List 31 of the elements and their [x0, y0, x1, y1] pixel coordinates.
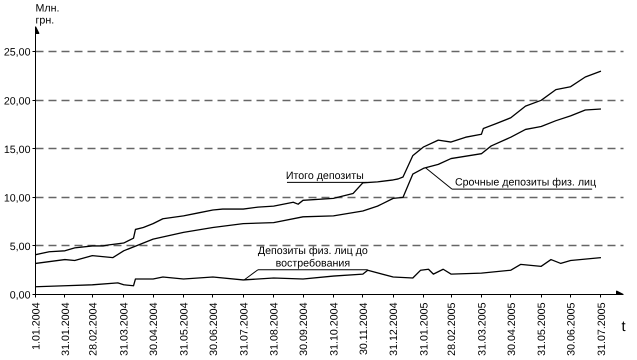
x-tick-label: 31.12.2004	[388, 302, 400, 356]
y-tick-label: 25,00	[4, 46, 31, 59]
x-axis-title: t	[621, 318, 626, 335]
x-tick-label: 30.04.2005	[506, 302, 518, 356]
x-tick-label: 31.07.2005	[596, 302, 608, 356]
series-label: Депозиты физ. лиц до востребования	[258, 245, 368, 270]
y-tick-label: 15,00	[4, 144, 31, 156]
y-tick-label: 20,00	[4, 95, 31, 108]
y-tick-label: 0,00	[10, 290, 31, 302]
x-tick-label: 31.10.2004	[328, 302, 340, 356]
x-tick-label: 30.04.2004	[148, 302, 160, 356]
x-tick-label: 31.03.2004	[118, 302, 131, 356]
x-tick-label: 31.08.2004	[268, 302, 281, 356]
x-tick-label: 28.02.2004	[87, 302, 100, 356]
x-tick-label: 30.06.2004	[208, 302, 220, 356]
x-tick-label: 30.11.2004	[358, 302, 370, 356]
legend-label: Срочные депозиты физ. лиц	[454, 176, 596, 189]
x-tick-label: 31.05.2005	[536, 302, 548, 356]
x-tick-label: 31.05.2004	[178, 302, 190, 356]
x-tick-label: 31.01.2005	[418, 302, 431, 356]
x-tick-label: 30.06.2005	[566, 302, 578, 356]
y-tick-label: 10,00	[4, 192, 31, 204]
x-tick-label: 28.02.2005	[446, 302, 458, 356]
x-tick-label: 1.01.2004	[30, 302, 42, 350]
y-axis-title: Млн. грн.	[36, 2, 60, 26]
x-tick-label: 31.07.2004	[238, 302, 250, 356]
x-tick-label: 30.09.2004	[298, 302, 310, 356]
x-tick-label: 31.03.2005	[476, 302, 488, 356]
x-tick-label: 31.01.2004	[60, 302, 72, 356]
y-tick-label: 5,00	[10, 240, 31, 253]
series-label: Итого депозиты	[286, 170, 364, 182]
